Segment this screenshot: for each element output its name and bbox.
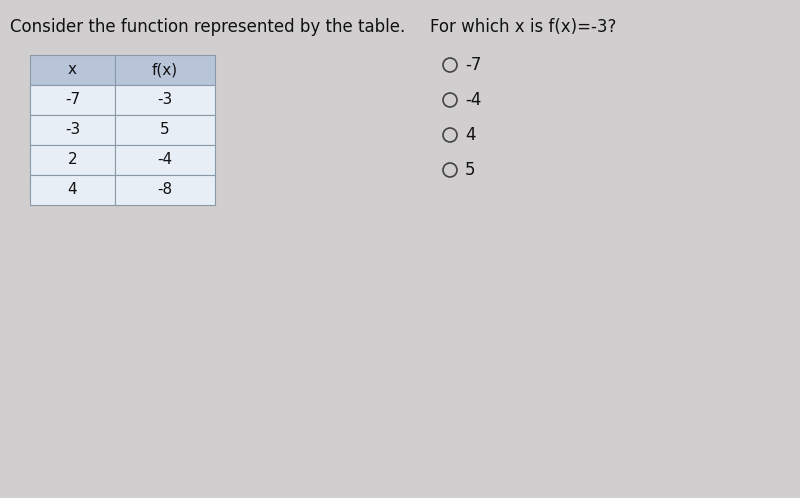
Text: -3: -3 (158, 93, 173, 108)
FancyBboxPatch shape (30, 55, 115, 85)
Text: 5: 5 (160, 123, 170, 137)
FancyBboxPatch shape (30, 145, 115, 175)
FancyBboxPatch shape (115, 175, 215, 205)
Text: 4: 4 (68, 182, 78, 198)
FancyBboxPatch shape (115, 145, 215, 175)
FancyBboxPatch shape (115, 85, 215, 115)
Text: Consider the function represented by the table.: Consider the function represented by the… (10, 18, 406, 36)
Text: -7: -7 (65, 93, 80, 108)
Text: For which x is f(x)=-3?: For which x is f(x)=-3? (430, 18, 616, 36)
Text: -4: -4 (465, 91, 482, 109)
FancyBboxPatch shape (115, 55, 215, 85)
Text: -8: -8 (158, 182, 173, 198)
Text: 4: 4 (465, 126, 475, 144)
FancyBboxPatch shape (30, 115, 115, 145)
FancyBboxPatch shape (115, 115, 215, 145)
FancyBboxPatch shape (30, 85, 115, 115)
Text: x: x (68, 63, 77, 78)
Text: -4: -4 (158, 152, 173, 167)
Text: f(x): f(x) (152, 63, 178, 78)
FancyBboxPatch shape (30, 175, 115, 205)
Text: 2: 2 (68, 152, 78, 167)
Text: 5: 5 (465, 161, 475, 179)
Text: -7: -7 (465, 56, 482, 74)
Text: -3: -3 (65, 123, 80, 137)
